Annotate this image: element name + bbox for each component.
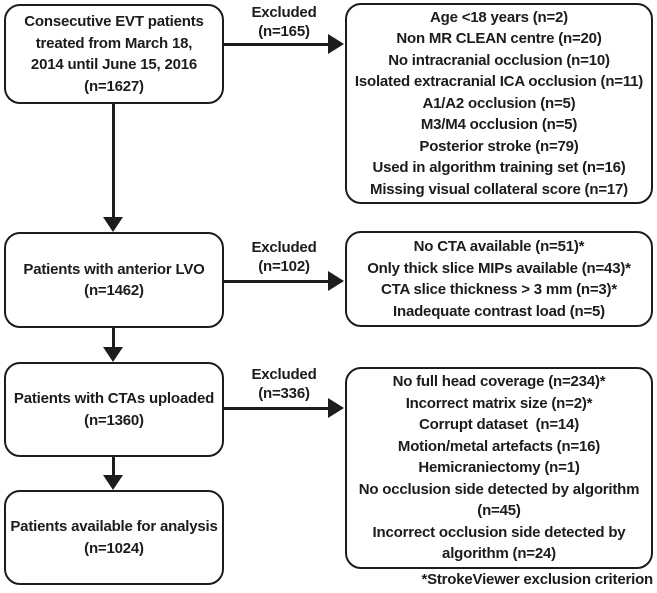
text-line: No CTA available (n=51)* xyxy=(413,238,585,255)
flow-box-patients-ctas-uploaded: Patients with CTAs uploaded (n=1360) xyxy=(4,362,224,457)
text-line: M3/M4 occlusion (n=5) xyxy=(420,116,578,134)
exclusion-box-step-3: No full head coverage (n=234)* Incorrect … xyxy=(345,367,653,569)
text-line: Hemicraniectomy (n=1) xyxy=(418,459,580,477)
arrow-line-excluded-2 xyxy=(224,280,328,283)
arrow-head-down-3-icon xyxy=(103,475,123,490)
text-line: Non MR CLEAN centre (n=20) xyxy=(396,30,602,48)
excluded-label-1-title: Excluded xyxy=(251,4,317,21)
text-line: Posterior stroke (n=79) xyxy=(419,137,579,155)
arrow-line-excluded-1 xyxy=(224,43,328,46)
exclusion-box-step-2: No CTA available (n=51)* Only thick slice… xyxy=(345,231,653,327)
excluded-label-3: Excluded (n=336) xyxy=(229,365,339,403)
excluded-label-1-count: (n=165) xyxy=(258,23,310,40)
arrow-head-down-1-icon xyxy=(103,217,123,232)
text-line: No occlusion side detected by algorithm … xyxy=(358,480,644,520)
excluded-label-3-count: (n=336) xyxy=(258,385,310,402)
text-line: A1/A2 occlusion (n=5) xyxy=(422,94,576,112)
text-line: 2014 until June 15, 2016 xyxy=(30,56,198,73)
arrow-line-excluded-3 xyxy=(224,407,328,410)
text-line: Only thick slice MIPs available (n=43)* xyxy=(367,259,631,277)
arrow-head-down-2-icon xyxy=(103,347,123,362)
text-line: Age <18 years (n=2) xyxy=(430,8,568,26)
text-line: Incorrect matrix size (n=2)* xyxy=(405,394,593,412)
exclusion-box-step-1: Age <18 years (n=2) Non MR CLEAN centre (… xyxy=(345,3,653,204)
arrow-head-excluded-2-icon xyxy=(328,271,344,291)
excluded-label-2-title: Excluded xyxy=(251,239,317,256)
excluded-label-3-title: Excluded xyxy=(251,366,317,383)
flow-box-patients-available-analysis: Patients available for analysis (n=1024) xyxy=(4,490,224,585)
excluded-label-2-count: (n=102) xyxy=(258,258,310,275)
arrow-head-excluded-3-icon xyxy=(328,398,344,418)
text-line: Incorrect occlusion side detected by alg… xyxy=(372,523,630,563)
text-line: Missing visual collateral score (n=17) xyxy=(370,180,628,198)
excluded-label-1: Excluded (n=165) xyxy=(229,3,339,41)
text-line: (n=1360) xyxy=(84,411,144,429)
text-line: Isolated extracranial ICA occlusion (n=1… xyxy=(354,73,644,91)
text-line: No full head coverage (n=234)* xyxy=(392,373,606,391)
arrow-line-down-1 xyxy=(112,104,115,217)
text-line: treated from March 18, xyxy=(35,34,193,52)
arrow-line-down-2 xyxy=(112,328,115,347)
text-line: No intracranial occlusion (n=10) xyxy=(388,51,610,69)
text-line: Corrupt dataset (n=14) xyxy=(418,416,579,434)
text-line: Inadequate contrast load (n=5) xyxy=(393,302,605,320)
text-line: (n=1462) xyxy=(84,282,144,299)
text-line: Patients with CTAs uploaded xyxy=(13,390,215,407)
text-line: Used in algorithm training set (n=16) xyxy=(372,159,626,177)
flow-box-consecutive-evt-patients: Consecutive EVT patients treated from Mar… xyxy=(4,4,224,104)
flow-box-patients-anterior-lvo: Patients with anterior LVO (n=1462) xyxy=(4,232,224,328)
excluded-label-2: Excluded (n=102) xyxy=(229,238,339,276)
text-line: Patients available for analysis xyxy=(10,518,218,535)
text-line: Patients with anterior LVO xyxy=(23,260,205,278)
arrow-line-down-3 xyxy=(112,457,115,475)
text-line: (n=1024) xyxy=(84,539,144,557)
text-line: Consecutive EVT patients xyxy=(24,13,204,30)
text-line: CTA slice thickness > 3 mm (n=3)* xyxy=(381,281,617,298)
footnote-strokeviewer-criterion: *StrokeViewer exclusion criterion xyxy=(421,571,653,588)
text-line: Motion/metal artefacts (n=16) xyxy=(397,437,601,455)
arrow-head-excluded-1-icon xyxy=(328,34,344,54)
text-line: (n=1627) xyxy=(84,77,144,95)
